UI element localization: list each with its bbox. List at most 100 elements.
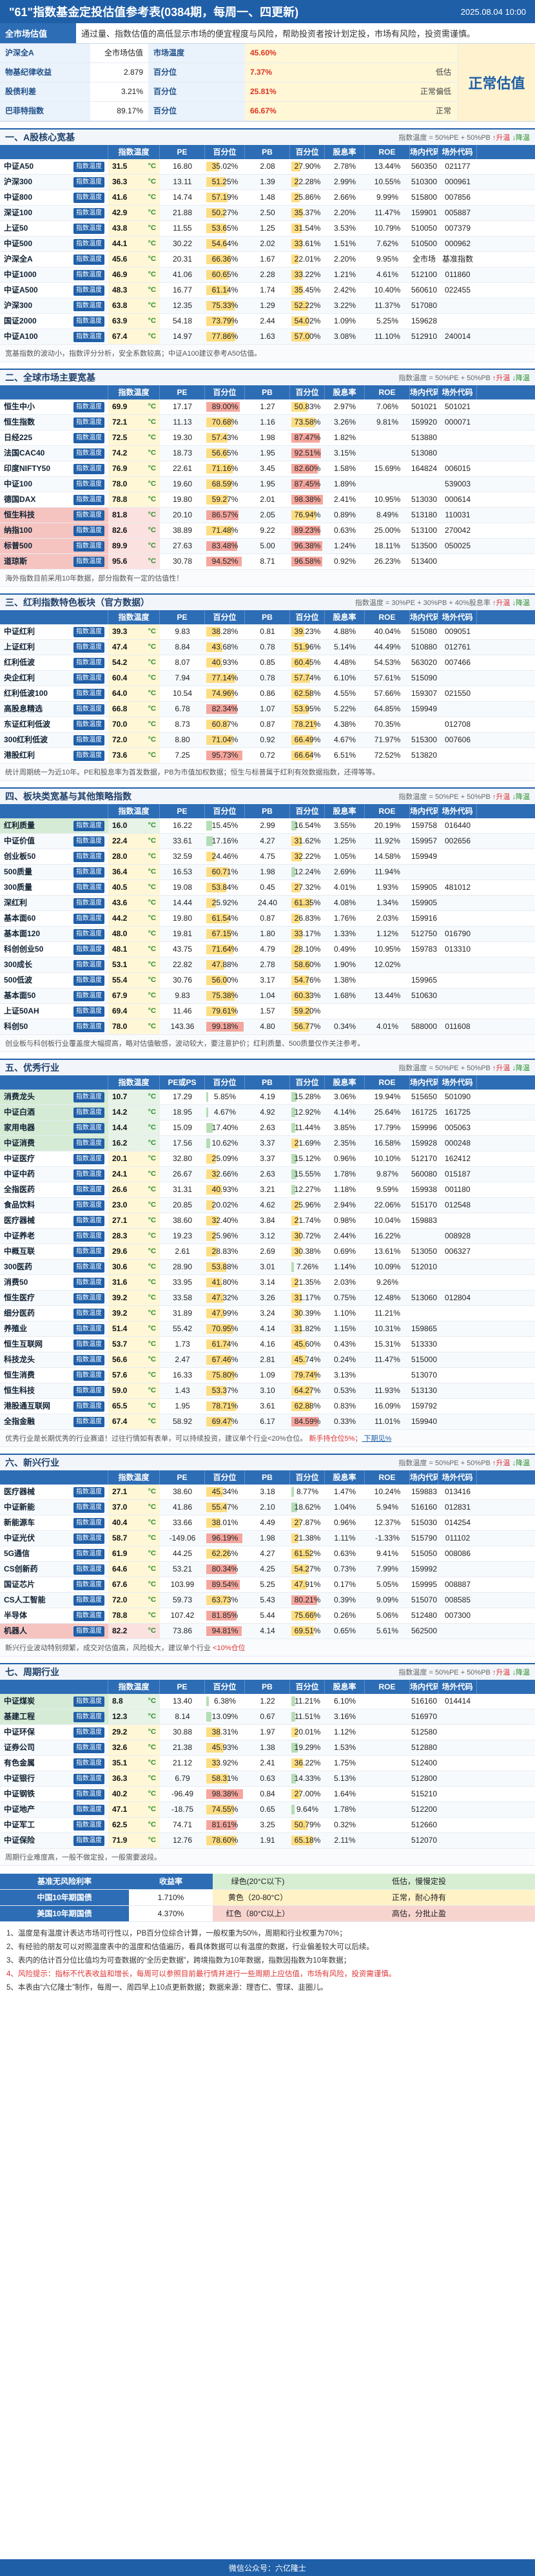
offexchange-code[interactable]: 015187 <box>444 1169 471 1178</box>
onexchange-code[interactable]: 515210 <box>411 1789 438 1798</box>
table-row[interactable]: 沪深全A 指数温度 45.6 °C 20.31 66.36% 1.67 22.01% 2.20%… <box>0 252 535 267</box>
onexchange-code[interactable]: 513130 <box>411 1386 438 1395</box>
offexchange-code[interactable]: 161725 <box>444 1108 471 1117</box>
onexchange-code[interactable]: 510500 <box>411 239 438 248</box>
table-row[interactable]: 中证煤炭 指数温度 8.8 °C 13.40 6.38% 1.22 11.21% 6.10% 51… <box>0 1694 535 1709</box>
offexchange-code[interactable]: 005887 <box>444 208 471 217</box>
onexchange-code[interactable]: 513400 <box>411 557 438 566</box>
offexchange-code[interactable] <box>438 896 477 910</box>
offexchange-code[interactable] <box>438 446 477 461</box>
offexchange-code[interactable]: 007379 <box>444 224 471 233</box>
table-row[interactable]: 中证医疗 指数温度 20.1 °C 32.80 25.09% 3.37 15.12% 0.96%… <box>0 1151 535 1167</box>
offexchange-code[interactable]: 007606 <box>444 735 471 744</box>
offexchange-code[interactable]: 005063 <box>444 1123 471 1132</box>
onexchange-code[interactable]: 515050 <box>411 1549 438 1558</box>
onexchange-code[interactable]: 164824 <box>411 464 438 473</box>
table-row[interactable]: 中证保险 指数温度 71.9 °C 12.76 78.60% 1.91 65.18% 2.11%… <box>0 1833 535 1849</box>
onexchange-code[interactable]: 512100 <box>411 270 438 279</box>
table-row[interactable]: 消费50 指数温度 31.6 °C 33.95 41.80% 3.14 21.35% 2.03%… <box>0 1275 535 1291</box>
table-row[interactable]: 中证1000 指数温度 46.9 °C 41.06 60.65% 2.28 33.22% 1.2… <box>0 267 535 283</box>
offexchange-code[interactable]: 021550 <box>444 689 471 698</box>
offexchange-code[interactable]: 007466 <box>444 658 471 667</box>
offexchange-code[interactable] <box>438 911 477 926</box>
table-row[interactable]: 中证养老 指数温度 28.3 °C 19.23 25.96% 3.12 30.72% 2.44%… <box>0 1229 535 1244</box>
table-row[interactable]: 医疗器械 指数温度 27.1 °C 38.60 45.34% 3.18 8.77% 1.47% 1… <box>0 1485 535 1500</box>
offexchange-code[interactable]: 基准指数 <box>442 255 473 264</box>
table-row[interactable]: 有色金属 指数温度 35.1 °C 21.12 33.92% 2.41 36.22% 1.75%… <box>0 1756 535 1771</box>
offexchange-code[interactable] <box>438 1771 477 1786</box>
table-row[interactable]: 基本面60 指数温度 44.2 °C 19.80 61.54% 0.87 26.83% 1.76… <box>0 911 535 927</box>
onexchange-code[interactable]: 510050 <box>411 224 438 233</box>
onexchange-code[interactable]: 515030 <box>411 1518 438 1527</box>
offexchange-code[interactable]: 008887 <box>444 1580 471 1589</box>
onexchange-code[interactable]: 588000 <box>411 1022 438 1031</box>
table-row[interactable]: 半导体 指数温度 78.8 °C 107.42 81.85% 5.44 75.66% 0.26%… <box>0 1608 535 1624</box>
offexchange-code[interactable] <box>438 1399 477 1414</box>
table-row[interactable]: 中证消费 指数温度 16.2 °C 17.56 10.62% 3.37 21.69% 2.35%… <box>0 1136 535 1151</box>
table-row[interactable]: 创业板50 指数温度 28.0 °C 32.59 24.46% 4.75 32.22% 1.05… <box>0 849 535 865</box>
offexchange-code[interactable]: 162412 <box>444 1154 471 1163</box>
table-row[interactable]: 中证钢铁 指数温度 40.2 °C -96.49 98.38% 0.84 27.00% 1.64… <box>0 1787 535 1802</box>
table-row[interactable]: 中证100 指数温度 78.0 °C 19.60 68.59% 1.95 87.45% 1.89… <box>0 477 535 492</box>
onexchange-code[interactable]: 563020 <box>411 658 438 667</box>
offexchange-code[interactable] <box>438 1562 477 1577</box>
offexchange-code[interactable]: 000962 <box>444 239 471 248</box>
onexchange-code[interactable]: 512880 <box>411 1743 438 1752</box>
table-row[interactable]: 上证红利 指数温度 47.4 °C 8.84 43.68% 0.78 51.96% 5.14% 4… <box>0 640 535 655</box>
offexchange-code[interactable] <box>438 1725 477 1740</box>
table-row[interactable]: 300红利低波 指数温度 72.0 °C 8.80 71.04% 0.92 66.49% 4.6… <box>0 733 535 748</box>
onexchange-code[interactable]: 512010 <box>411 1262 438 1271</box>
offexchange-code[interactable] <box>438 1383 477 1398</box>
offexchange-code[interactable] <box>438 1368 477 1383</box>
offexchange-code[interactable]: 539003 <box>444 479 471 488</box>
onexchange-code[interactable]: 159307 <box>411 689 438 698</box>
offexchange-code[interactable]: 002656 <box>444 836 471 845</box>
offexchange-code[interactable] <box>438 1322 477 1336</box>
onexchange-code[interactable]: 159928 <box>411 1139 438 1148</box>
offexchange-code[interactable]: 012548 <box>444 1200 471 1209</box>
offexchange-code[interactable]: 007856 <box>444 193 471 202</box>
offexchange-code[interactable] <box>438 1802 477 1817</box>
table-row[interactable]: 恒生指数 指数温度 72.1 °C 11.13 70.68% 1.16 73.58% 3.26%… <box>0 415 535 430</box>
onexchange-code[interactable]: 513030 <box>411 495 438 504</box>
onexchange-code[interactable]: 515800 <box>411 193 438 202</box>
table-row[interactable]: 基本面120 指数温度 48.0 °C 19.81 67.15% 1.80 33.17% 1.3… <box>0 927 535 942</box>
onexchange-code[interactable]: 512580 <box>411 1727 438 1736</box>
table-row[interactable]: 上证50AH 指数温度 69.4 °C 11.46 79.61% 1.57 59.20% <box>0 1004 535 1019</box>
table-row[interactable]: 中证光伏 指数温度 58.7 °C -149.06 96.19% 1.98 21.38% 1.1… <box>0 1531 535 1546</box>
onexchange-code[interactable]: 159883 <box>411 1216 438 1225</box>
table-row[interactable]: 央企红利 指数温度 60.4 °C 7.94 77.14% 0.78 57.74% 6.10% 5… <box>0 671 535 686</box>
table-row[interactable]: 国证芯片 指数温度 67.6 °C 103.99 89.54% 5.25 47.91% 0.17… <box>0 1577 535 1593</box>
onexchange-code[interactable]: 560080 <box>411 1169 438 1178</box>
table-row[interactable]: 恒生科技 指数温度 59.0 °C 1.43 53.37% 3.10 64.27% 0.53% 1… <box>0 1383 535 1399</box>
offexchange-code[interactable] <box>438 1275 477 1290</box>
table-row[interactable]: 道琼斯 指数温度 95.6 °C 30.78 94.52% 8.71 96.58% 0.92% 2… <box>0 554 535 570</box>
table-row[interactable]: CS创新药 指数温度 64.6 °C 53.21 80.34% 4.25 54.27% 0.73… <box>0 1562 535 1577</box>
onexchange-code[interactable]: 512800 <box>411 1774 438 1783</box>
onexchange-code[interactable]: 510630 <box>411 991 438 1000</box>
table-row[interactable]: 中证军工 指数温度 62.5 °C 74.71 81.61% 3.25 50.79% 0.32%… <box>0 1818 535 1833</box>
offexchange-code[interactable] <box>438 849 477 864</box>
onexchange-code[interactable]: 515300 <box>411 735 438 744</box>
onexchange-code[interactable]: 517080 <box>411 301 438 310</box>
onexchange-code[interactable]: 515650 <box>411 1092 438 1101</box>
offexchange-code[interactable] <box>438 430 477 445</box>
table-row[interactable]: 恒生互联网 指数温度 53.7 °C 1.73 61.74% 4.16 45.60% 0.43%… <box>0 1337 535 1352</box>
offexchange-code[interactable] <box>438 298 477 313</box>
onexchange-code[interactable]: 159916 <box>411 914 438 923</box>
table-row[interactable]: 消费龙头 指数温度 10.7 °C 17.29 5.85% 4.19 15.28% 3.06% 1… <box>0 1090 535 1105</box>
onexchange-code[interactable]: 513100 <box>411 526 438 535</box>
onexchange-code[interactable]: 159792 <box>411 1401 438 1410</box>
table-row[interactable]: 恒生医疗 指数温度 39.2 °C 33.58 47.32% 3.26 31.17% 0.75%… <box>0 1291 535 1306</box>
offexchange-code[interactable] <box>438 748 477 763</box>
onexchange-code[interactable]: 515790 <box>411 1533 438 1543</box>
onexchange-code[interactable]: 159940 <box>411 1417 438 1426</box>
offexchange-code[interactable]: 016440 <box>444 821 471 830</box>
offexchange-code[interactable] <box>438 973 477 988</box>
offexchange-code[interactable]: 009051 <box>444 627 471 636</box>
onexchange-code[interactable]: 159957 <box>411 836 438 845</box>
onexchange-code[interactable]: 516160 <box>411 1503 438 1512</box>
offexchange-code[interactable] <box>438 1624 477 1639</box>
offexchange-code[interactable] <box>438 1337 477 1352</box>
offexchange-code[interactable]: 006327 <box>444 1247 471 1256</box>
